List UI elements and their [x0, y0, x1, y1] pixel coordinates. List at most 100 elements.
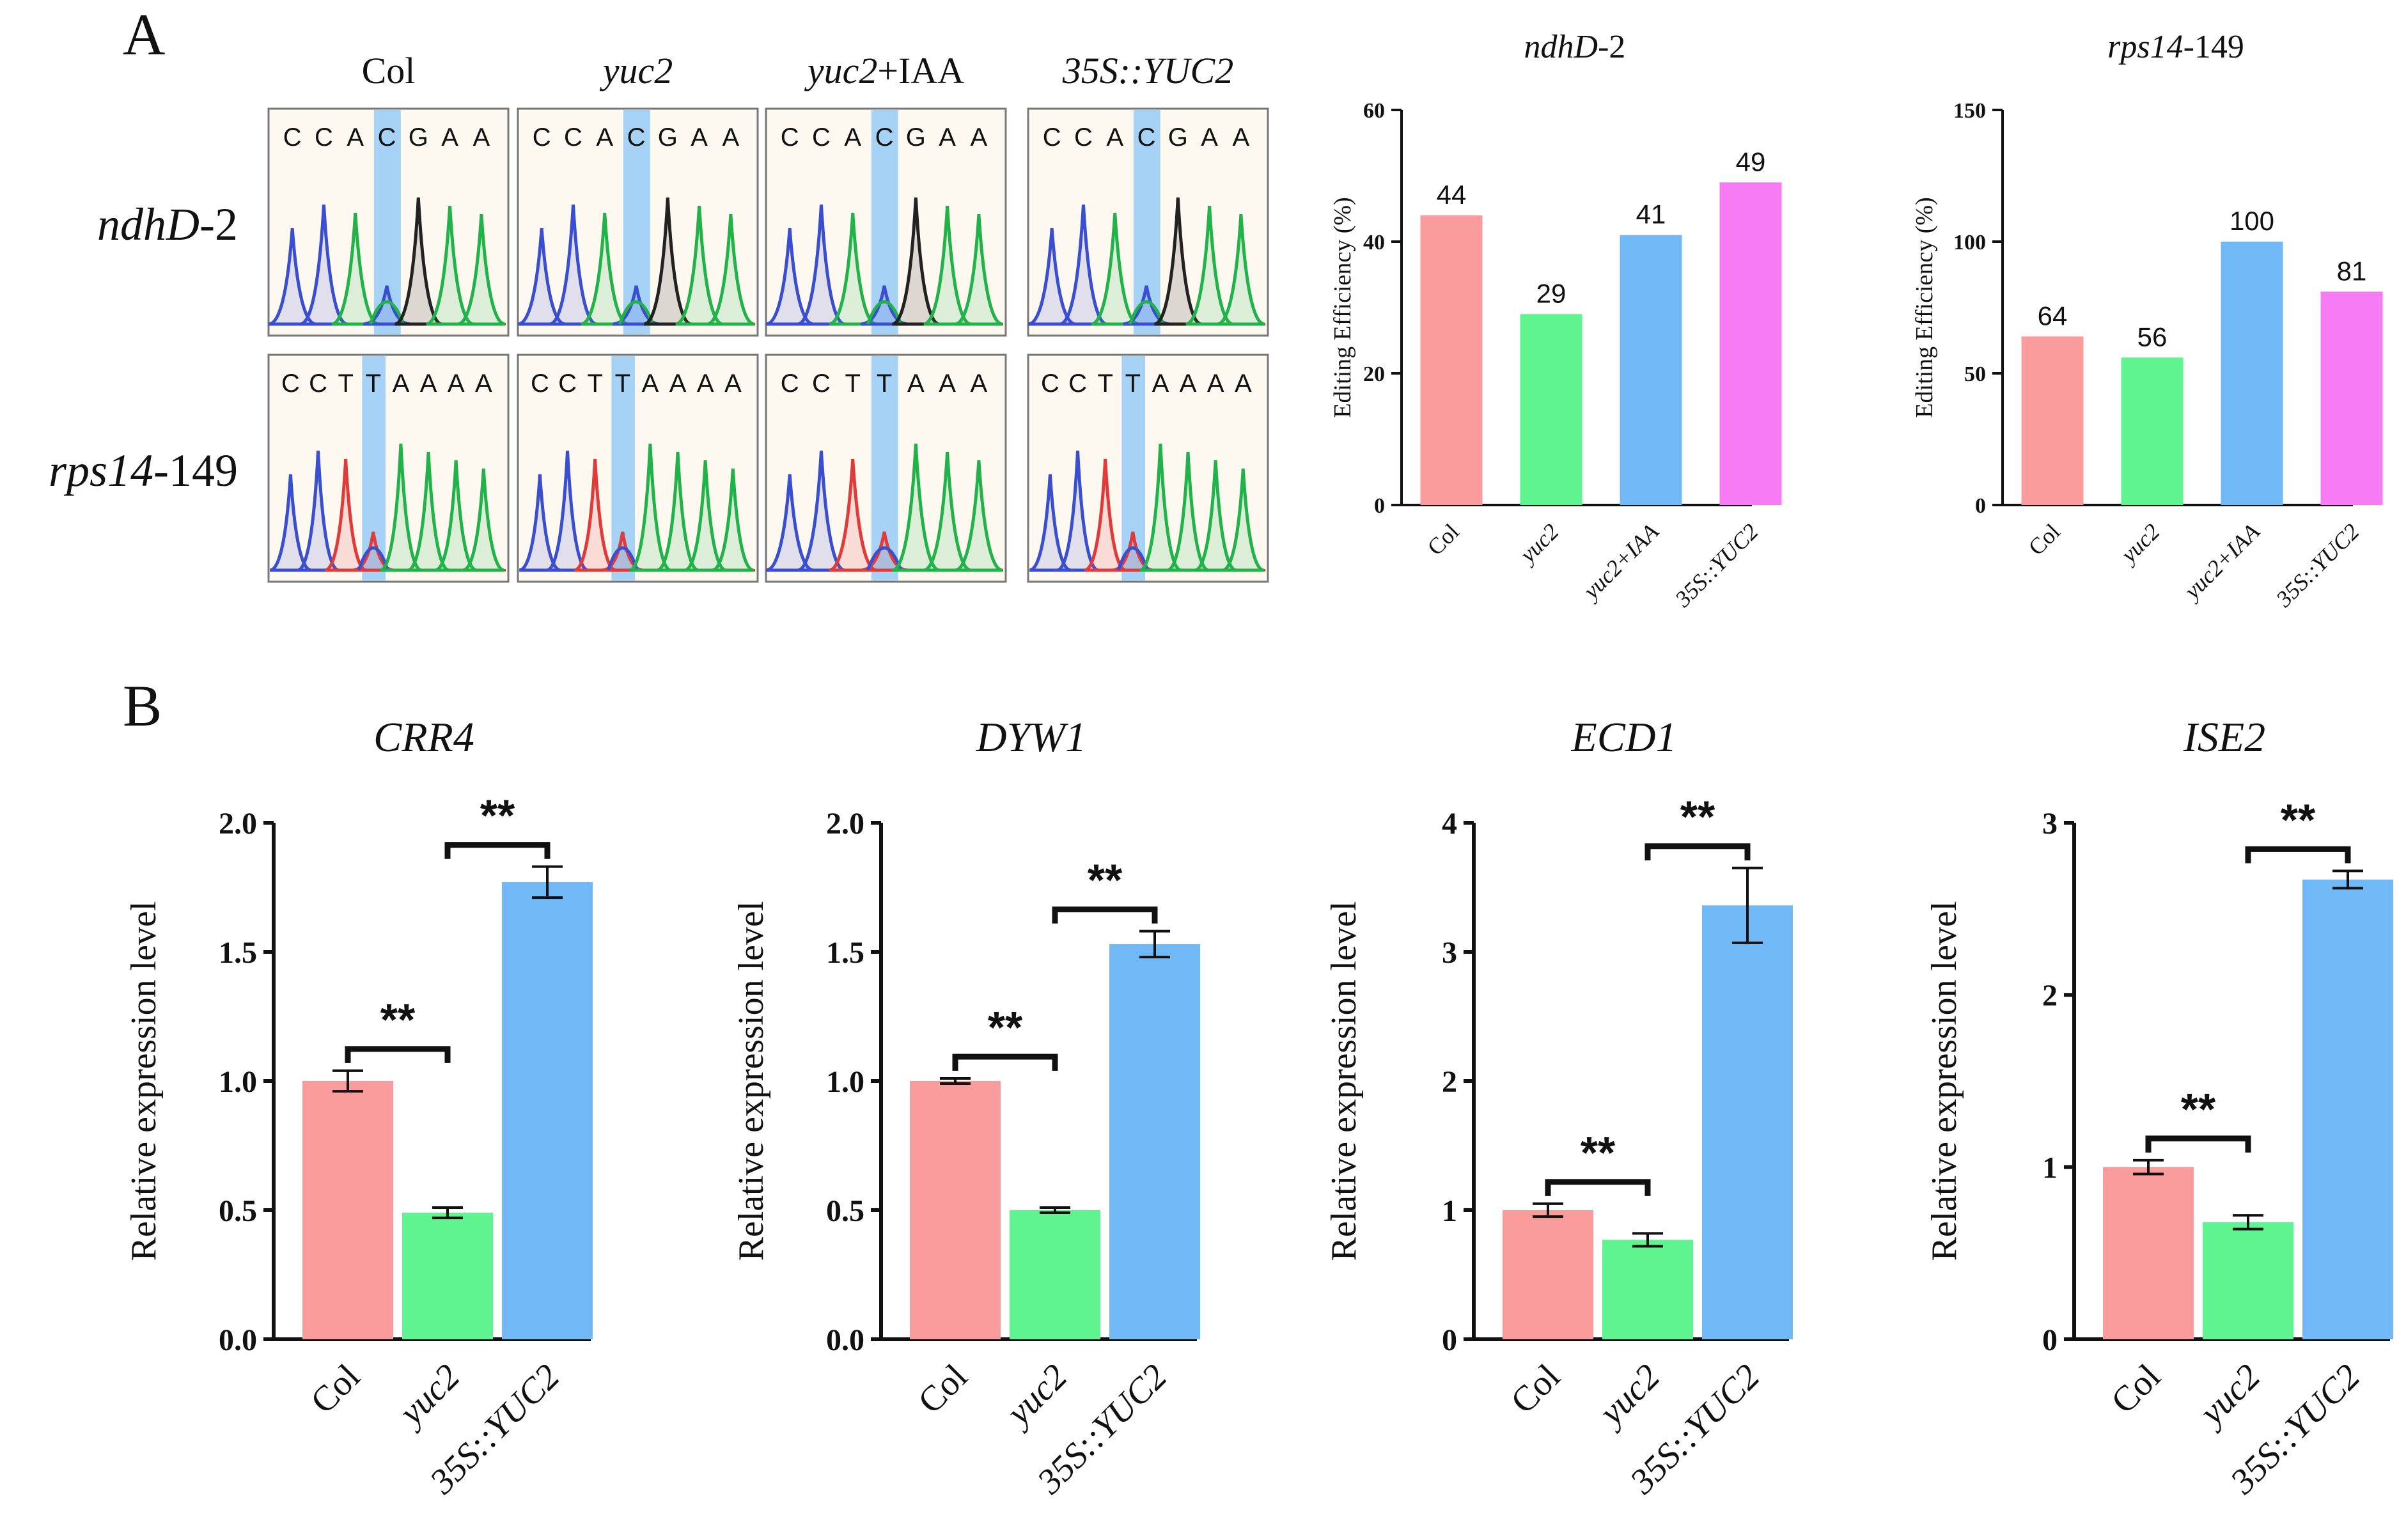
y-tick-label: 2.0 — [219, 807, 257, 841]
significance-label: ** — [1088, 855, 1123, 905]
trace-peak — [955, 214, 1003, 326]
base-letter: C — [1043, 123, 1061, 152]
base-letter: T — [338, 369, 353, 398]
y-tick-label: 0.0 — [826, 1323, 864, 1357]
significance-bracket — [2145, 1135, 2251, 1153]
y-tick-label: 0 — [1975, 494, 1986, 518]
base-letter: C — [1068, 369, 1087, 398]
base-letter: T — [615, 369, 630, 398]
base-letter: G — [658, 123, 678, 152]
significance-label: ** — [380, 995, 416, 1045]
significance-bracket — [2245, 846, 2351, 864]
bar — [1719, 182, 1782, 505]
bar — [1702, 905, 1793, 1339]
edit-site-highlight — [373, 110, 401, 334]
chromatogram-row-label-italic: ndhD — [97, 199, 199, 250]
y-tick-label: 1 — [2042, 1151, 2058, 1185]
chart-title: ECD1 — [1571, 714, 1677, 761]
trace-minor-peak — [606, 546, 639, 571]
trace-peak — [331, 212, 380, 326]
bar — [910, 1081, 1001, 1339]
y-axis-label: Relative expression level — [124, 901, 164, 1261]
base-letter: A — [723, 123, 740, 152]
y-axis-label: Editing Efficiency (%) — [1911, 197, 1938, 417]
chromatogram-frame — [517, 354, 759, 583]
x-tick-label: Col — [2104, 1357, 2168, 1421]
x-tick-label: yuc2+IAA — [1577, 518, 1664, 605]
trace-minor-peak — [1128, 300, 1165, 325]
x-tick-label: Col — [1423, 518, 1464, 560]
base-letter: G — [1168, 123, 1188, 152]
base-letter: A — [420, 369, 437, 398]
significance-bracket — [952, 1054, 1058, 1071]
chart-title-suffix: -149 — [2183, 29, 2244, 65]
chromatogram-column-label: yuc2+IAA — [804, 50, 964, 91]
bar — [2021, 336, 2084, 505]
y-tick-label: 1.0 — [219, 1065, 257, 1099]
significance-label: ** — [988, 1002, 1023, 1052]
base-letter: C — [533, 123, 551, 152]
x-tick-label: Col — [303, 1357, 368, 1421]
base-letter: C — [564, 123, 582, 152]
chart-title-italic: rps14 — [2107, 29, 2183, 65]
data-label: 64 — [2038, 300, 2068, 331]
bar-chart: ndhD-2 0 20 40 60 Editing Efficiency (%) 44 Col… — [1329, 29, 1782, 612]
base-letter: A — [1207, 369, 1224, 398]
base-letter: A — [724, 369, 742, 398]
base-letter: C — [1074, 123, 1093, 152]
trace-minor-peak — [866, 546, 903, 571]
bar — [302, 1081, 393, 1339]
base-letter: A — [347, 123, 364, 152]
y-tick-label: 1.0 — [826, 1065, 864, 1099]
x-tick-label: Col — [2024, 518, 2065, 560]
chromatogram-row-label-suffix: -2 — [199, 199, 238, 250]
x-tick-label: Col — [910, 1357, 975, 1421]
base-letter: A — [691, 123, 708, 152]
data-label: 49 — [1736, 146, 1766, 176]
base-letter: A — [473, 123, 490, 152]
x-tick-label: yuc2 — [2190, 1357, 2268, 1435]
chart-title: ISE2 — [2183, 714, 2265, 761]
data-label: 44 — [1437, 180, 1467, 210]
y-axis-label: Relative expression level — [1925, 901, 1964, 1261]
panel-label-b: B — [123, 673, 162, 738]
base-letter: A — [1235, 369, 1252, 398]
base-letter: A — [697, 369, 714, 398]
y-tick-label: 2 — [2042, 979, 2058, 1013]
base-letter: C — [781, 369, 799, 398]
base-letter: A — [1180, 369, 1197, 398]
data-label: 81 — [2337, 256, 2367, 286]
data-label: 29 — [1536, 278, 1566, 308]
x-tick-label: yuc2 — [2114, 518, 2164, 568]
x-tick-label: Col — [1503, 1357, 1568, 1421]
bar — [1420, 215, 1483, 505]
y-tick-label: 1.5 — [219, 936, 257, 970]
trace-minor-peak — [357, 546, 389, 571]
base-letter: C — [558, 369, 577, 398]
bar-chart: DYW1 0.0 0.5 1.0 1.5 2.0 Relative expression l… — [731, 714, 1200, 1502]
chart-title: DYW1 — [976, 714, 1086, 761]
x-tick-label: 35S::YUC2 — [2270, 518, 2364, 612]
y-tick-label: 20 — [1363, 362, 1385, 386]
bar — [2203, 1222, 2293, 1339]
y-tick-label: 1.5 — [826, 936, 864, 970]
y-tick-label: 40 — [1363, 231, 1385, 254]
y-tick-label: 0 — [1374, 494, 1385, 518]
trace-peak — [581, 212, 629, 326]
edit-site-highlight — [871, 110, 898, 334]
y-tick-label: 0 — [2042, 1323, 2058, 1357]
base-letter: A — [475, 369, 492, 398]
y-tick-label: 0.5 — [219, 1194, 257, 1228]
base-letter: A — [441, 123, 458, 152]
trace-minor-peak — [368, 300, 405, 325]
panel-label-a: A — [123, 2, 165, 67]
bar — [1602, 1240, 1693, 1339]
y-tick-label: 3 — [2042, 807, 2058, 841]
y-tick-label: 150 — [1953, 99, 1986, 123]
bar — [1620, 235, 1682, 505]
